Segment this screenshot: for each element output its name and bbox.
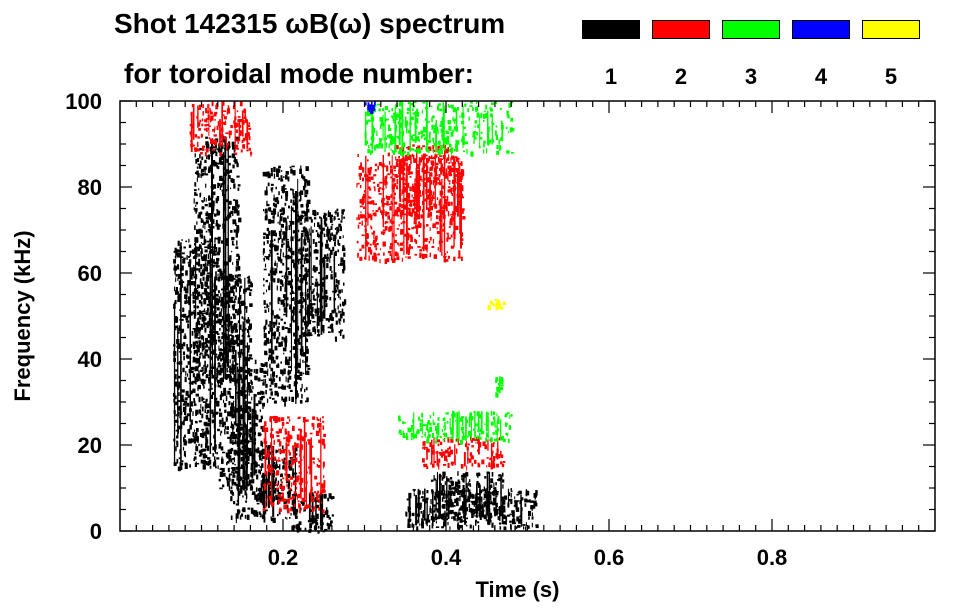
y-tick-label: 60 [78,261,102,286]
x-tick-label: 0.4 [431,545,462,570]
legend-label-mode-4: 4 [814,64,828,89]
spectrum-region-mode-1 [217,274,254,491]
legend-label-mode-2: 2 [674,64,688,89]
spectrum-region-mode-2 [262,415,326,514]
spectrum-region-mode-1 [193,135,242,386]
y-tick-label: 20 [78,433,102,458]
chart-title-line2: for toroidal mode number: [124,58,474,89]
spectrum-region-mode-2 [189,101,253,157]
x-tick-label: 0.2 [268,545,299,570]
y-tick-label: 40 [78,347,102,372]
tick-labels: 0.2 0.4 0.6 0.8 0 20 40 60 80 100 [65,89,787,570]
y-tick-label: 80 [78,175,102,200]
y-tick-label: 100 [65,89,102,114]
spectrum-region-mode-3 [398,410,513,445]
legend-swatch-mode-5 [862,20,920,39]
y-axis-title: Frequency (kHz) [10,230,35,401]
spectrum-region-mode-3 [495,376,504,398]
x-axis-title: Time (s) [476,577,560,602]
spectrum-region-mode-3 [364,101,515,157]
legend-label-mode-3: 3 [744,64,758,89]
spectrum-region-mode-1 [262,165,311,407]
legend-label-mode-5: 5 [884,64,898,89]
legend-swatch-mode-1 [582,20,640,39]
chart-title-line1: Shot 142315 ωB(ω) spectrum [114,8,506,39]
spectrum-region-mode-1 [230,359,266,524]
legend-swatch-mode-3 [722,20,780,39]
axis-ticks [120,100,935,532]
x-tick-label: 0.8 [757,545,788,570]
x-tick-label: 0.6 [594,545,625,570]
spectrum-regions [173,101,539,534]
y-tick-label: 0 [90,519,102,544]
legend-label-mode-1: 1 [604,64,618,89]
spectrum-region-mode-4 [364,101,376,114]
legend-swatch-mode-4 [792,20,850,39]
spectrum-region-mode-1 [430,471,505,522]
legend-swatch-mode-2 [652,20,710,39]
spectrum-region-mode-1 [299,208,347,342]
spectrum-region-mode-5 [487,298,507,311]
spectrum-region-mode-2 [422,436,506,471]
spectrum-region-mode-2 [393,144,466,222]
